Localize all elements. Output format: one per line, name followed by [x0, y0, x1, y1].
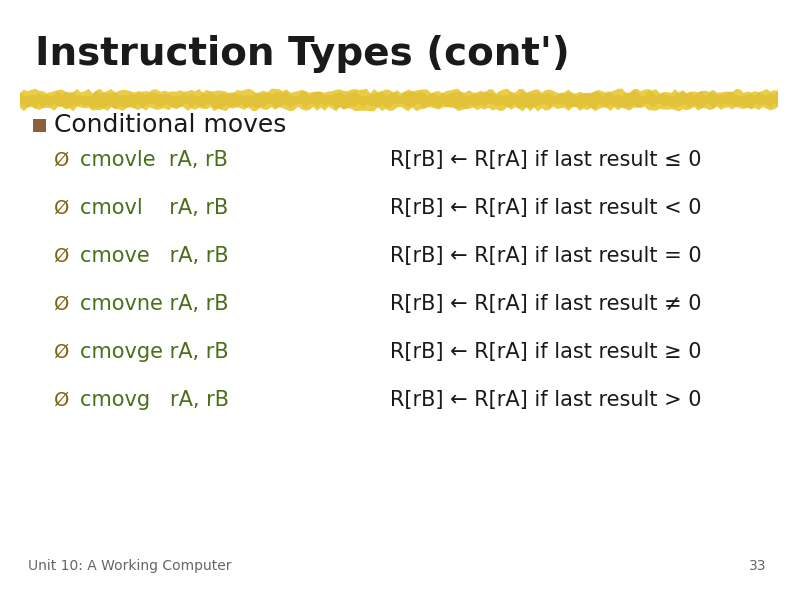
Text: Ø: Ø: [54, 390, 70, 409]
Bar: [33, 118, 46, 131]
Text: cmovg   rA, rB: cmovg rA, rB: [80, 390, 229, 410]
Polygon shape: [20, 90, 778, 109]
Text: R[rB] ← R[rA] if last result ≠ 0: R[rB] ← R[rA] if last result ≠ 0: [390, 294, 702, 314]
Text: R[rB] ← R[rA] if last result > 0: R[rB] ← R[rA] if last result > 0: [390, 390, 702, 410]
Text: R[rB] ← R[rA] if last result = 0: R[rB] ← R[rA] if last result = 0: [390, 246, 702, 266]
Text: R[rB] ← R[rA] if last result ≥ 0: R[rB] ← R[rA] if last result ≥ 0: [390, 342, 702, 362]
Text: Ø: Ø: [54, 199, 70, 218]
Text: cmove   rA, rB: cmove rA, rB: [80, 246, 229, 266]
Polygon shape: [20, 89, 778, 111]
Text: Ø: Ø: [54, 246, 70, 265]
Text: R[rB] ← R[rA] if last result ≤ 0: R[rB] ← R[rA] if last result ≤ 0: [390, 150, 702, 170]
Text: cmovge rA, rB: cmovge rA, rB: [80, 342, 229, 362]
Text: Instruction Types (cont'): Instruction Types (cont'): [35, 35, 570, 73]
Text: Ø: Ø: [54, 343, 70, 362]
Text: Ø: Ø: [54, 151, 70, 170]
Text: cmovne rA, rB: cmovne rA, rB: [80, 294, 229, 314]
Text: Conditional moves: Conditional moves: [54, 113, 287, 137]
Text: cmovle  rA, rB: cmovle rA, rB: [80, 150, 228, 170]
Text: Ø: Ø: [54, 295, 70, 314]
Text: 33: 33: [749, 559, 766, 573]
Text: R[rB] ← R[rA] if last result < 0: R[rB] ← R[rA] if last result < 0: [390, 198, 702, 218]
Text: cmovl    rA, rB: cmovl rA, rB: [80, 198, 228, 218]
Text: Unit 10: A Working Computer: Unit 10: A Working Computer: [28, 559, 232, 573]
